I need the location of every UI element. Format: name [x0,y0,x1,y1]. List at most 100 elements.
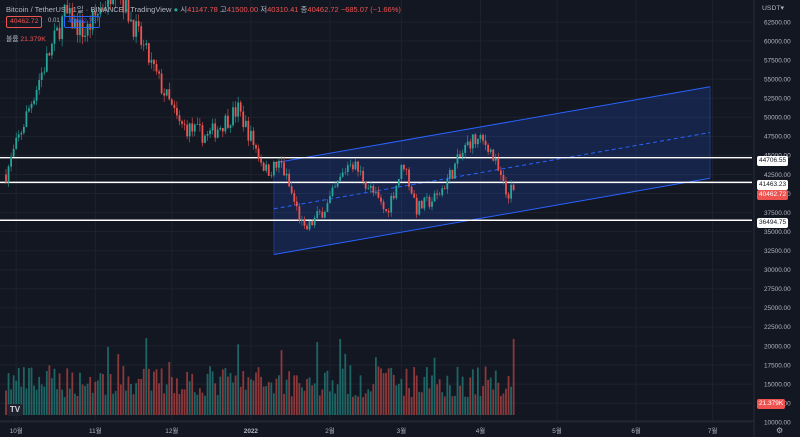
volume-bar [165,384,168,415]
candle-body [81,20,84,37]
candle-body [239,102,242,112]
candle-body [66,4,69,14]
candle-body [321,211,324,218]
candle-body [387,210,390,213]
candle-body [454,163,456,179]
candle-body [295,201,298,207]
volume-bar [477,367,479,415]
candle-body [227,115,229,128]
candle-body [377,191,380,198]
close-label: 종 [300,5,308,14]
candle-body [349,164,352,166]
candle-body [102,8,104,10]
price-tick-label: 57500.00 [764,57,791,64]
volume-bar [255,372,257,415]
volume-bar [206,373,209,415]
candle-body [507,194,510,199]
candle-body [22,126,25,133]
candle-body [145,43,148,45]
candle-body [410,186,413,194]
candle-body [140,26,143,45]
candle-body [211,123,214,131]
volume-bar [242,371,245,415]
volume-bar [448,385,451,415]
volume-bar [20,386,23,415]
volume-bar [219,376,222,415]
volume-bar [234,375,237,415]
volume-bar [63,397,66,415]
candle-body [283,162,285,176]
volume-bar [178,393,181,415]
settings-gear-icon[interactable]: ⚙ [776,426,784,435]
volume-bar [344,353,347,415]
volume-bar [329,391,331,415]
candle-body [112,0,115,5]
candle-body [5,174,7,183]
volume-bar [374,357,377,415]
volume-bar [257,367,260,415]
candle-body [364,181,367,189]
volume-bar [81,384,84,415]
candle-body [405,169,408,170]
price-tick-label: 22500.00 [764,324,791,331]
tradingview-logo-icon: TV [7,404,23,416]
candle-body [482,135,484,141]
candle-body [382,201,385,210]
volume-bar [237,344,240,415]
interval-label[interactable]: 1일 [72,5,84,14]
last-price-label: 40462.72 [757,190,789,200]
candle-body [229,125,232,128]
volume-bar [22,367,25,415]
candle-body [451,169,454,179]
volume-bar [196,394,199,415]
candle-body [7,166,10,183]
buy-button[interactable]: 40462.73 [64,16,101,28]
price-tick-label: 35000.00 [764,229,791,236]
volume-bar [466,396,469,415]
sell-button[interactable]: 40462.72 [6,16,43,28]
volume-bar [35,389,38,415]
volume-bar [114,391,117,415]
volume-bar [482,385,484,415]
volume-bar [201,392,204,415]
parallel-channel [273,86,711,256]
candle-body [204,135,206,143]
exchange-label: BINANCE [90,5,124,14]
price-tick-label: 25000.00 [764,305,791,312]
candle-body [73,18,76,29]
candle-body [346,165,349,172]
candle-body [313,217,316,226]
candle-body [186,124,189,137]
volume-bar [155,369,158,415]
candle-body [142,44,145,46]
volume-bar [415,375,418,415]
candle-body [497,158,500,171]
volume-bar [198,388,201,415]
volume-bar [499,395,502,415]
price-tick-label: 62500.00 [764,19,791,26]
volume-bar [150,390,153,415]
time-tick-label: 5월 [552,426,562,435]
volume-bar [270,382,273,415]
currency-selector[interactable]: USDT▾ [762,5,784,12]
volume-bar [183,389,186,415]
volume-bar [510,386,512,415]
volume-bar [221,369,224,415]
symbol-name[interactable]: Bitcoin / TetherUS [6,5,66,14]
volume-bar [382,373,385,415]
candle-body [53,30,56,44]
volume-bar [40,384,43,415]
volume-bar [51,378,53,415]
volume-bar [456,366,459,415]
volume-bar [84,385,86,415]
candle-body [285,173,288,176]
candle-body [484,140,487,145]
candle-body [10,156,13,167]
candle-body [76,18,79,36]
candle-body [479,135,482,139]
volume-bar [79,372,81,415]
candle-body [160,73,163,94]
volume-bar [474,394,477,415]
volume-bar [96,380,99,415]
